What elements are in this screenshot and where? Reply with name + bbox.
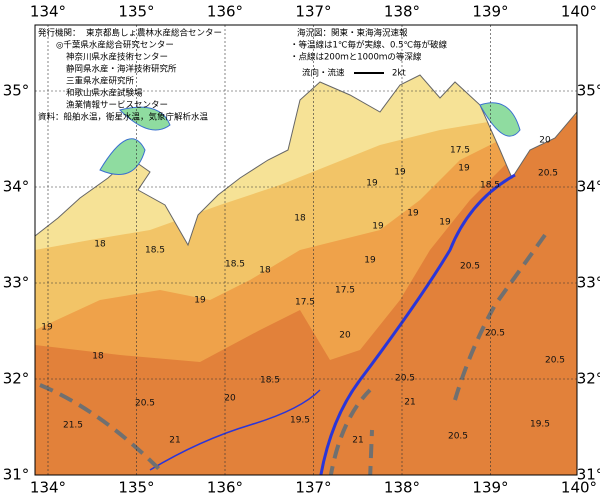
contour-label: 21 <box>404 398 415 408</box>
lon-label: 135° <box>118 3 154 21</box>
frame <box>34 24 578 476</box>
contour-label: 20.5 <box>135 399 155 409</box>
contour-label: 18.5 <box>260 376 280 386</box>
lon-label: 138° <box>384 479 420 497</box>
lat-label: 34° <box>577 178 600 196</box>
front-line <box>453 233 547 401</box>
lon-label: 137° <box>295 3 331 21</box>
contour-label: 19 <box>458 164 470 174</box>
contour-label: 18.5 <box>145 246 165 256</box>
note: ・点線は200ｍと1000ｍの等深線 <box>290 52 422 63</box>
lon-label: 136° <box>207 3 243 21</box>
contour-label: 19 <box>394 168 406 178</box>
publisher: 漁業情報サービスセンター <box>66 100 168 111</box>
contour-label: 20.5 <box>545 356 565 366</box>
publisher: ◎千葉県水産総合研究センター <box>56 40 174 51</box>
legend-label: 流向・流速 <box>302 68 345 79</box>
contour-label: 20.5 <box>538 169 558 179</box>
contour-label: 19 <box>364 256 376 266</box>
publisher: 神奈川県水産技術センター <box>66 52 168 63</box>
lat-label: 32° <box>577 370 600 388</box>
contour-label: 20.5 <box>460 262 480 272</box>
publisher: 和歌山県水産試験場 <box>66 88 143 99</box>
kuroshio-axis <box>319 173 516 475</box>
legend-scale: 2kt <box>392 69 406 79</box>
lat-label: 35° <box>3 82 30 100</box>
contour-label: 18 <box>259 266 271 276</box>
contour-label: 17.5 <box>450 146 470 156</box>
contour-label: 19 <box>439 218 451 228</box>
contour-label: 18.5 <box>225 260 245 270</box>
contour-label: 20 <box>339 331 351 341</box>
contour-label: 20 <box>224 394 236 404</box>
isobath <box>149 389 321 471</box>
lat-label: 31° <box>577 466 600 484</box>
contour-label: 18 <box>92 352 104 362</box>
contour-label: 20.5 <box>485 329 505 339</box>
lat-label: 34° <box>3 178 30 196</box>
contour-label: 19 <box>41 323 53 333</box>
contour-labels: 19 18 18 18.5 19 18.5 18 18.5 17.5 17.5 18 19 19 19 19… <box>41 136 565 446</box>
graticule <box>35 25 577 475</box>
publisher: 静岡県水産・海洋技術研究所 <box>66 64 177 75</box>
contour-label: 19 <box>366 179 378 189</box>
bay-water <box>99 102 521 175</box>
contour-label: 20.5 <box>448 432 468 442</box>
contour-label: 18.5 <box>480 181 500 191</box>
publisher-label: 発行機関： <box>38 28 81 39</box>
contour-label: 21.5 <box>63 421 83 431</box>
source: 資料：船舶水温，衛星水温，気象庁解析水温 <box>38 112 209 123</box>
contour-label: 19 <box>372 222 384 232</box>
contour-label: 21 <box>169 436 180 446</box>
contour-label: 19 <box>407 209 419 219</box>
lat-label: 32° <box>3 370 30 388</box>
lon-label: 137° <box>295 479 331 497</box>
axes: 134° 134° 135° 135° 136° 136° 137° 137° 138° 138°… <box>3 3 600 497</box>
contour-label: 21 <box>352 436 363 446</box>
contour-label: 18 <box>94 240 106 250</box>
info-box: 発行機関： 東京都島しょ農林水産総合センター ◎千葉県水産総合研究センター 神奈… <box>38 28 448 123</box>
contour-label: 17.5 <box>335 286 355 296</box>
lat-label: 31° <box>3 466 30 484</box>
contour-label: 17.5 <box>295 298 315 308</box>
note: ・等温線は1℃毎が実線、0.5℃毎が破線 <box>290 40 448 51</box>
lon-label: 140° <box>561 3 597 21</box>
contour-label: 19.5 <box>290 416 310 426</box>
contour-label: 19.5 <box>530 420 550 430</box>
contour-label: 18 <box>294 214 306 224</box>
lon-label: 135° <box>118 479 154 497</box>
lon-label: 138° <box>384 3 420 21</box>
map-area: 19 18 18 18.5 19 18.5 18 18.5 17.5 17.5 18 19 19 19 19… <box>35 25 577 475</box>
lon-label: 139° <box>472 3 508 21</box>
contour-label: 20.5 <box>395 374 415 384</box>
lon-label: 134° <box>30 3 66 21</box>
lon-label: 140° <box>561 479 597 497</box>
front-line <box>39 383 374 475</box>
lon-label: 139° <box>472 479 508 497</box>
lat-label: 33° <box>3 274 30 292</box>
lon-label: 136° <box>207 479 243 497</box>
publisher: 東京都島しょ農林水産総合センター <box>86 28 222 39</box>
notes-title: 海況図：関東・東海海況速報 <box>297 28 408 39</box>
contour-label: 19 <box>194 296 206 306</box>
lon-label: 134° <box>30 479 66 497</box>
contour-label: 20 <box>539 136 551 146</box>
publisher: 三重県水産研究所 <box>66 76 135 87</box>
lat-label: 35° <box>577 82 600 100</box>
lat-label: 33° <box>577 274 600 292</box>
